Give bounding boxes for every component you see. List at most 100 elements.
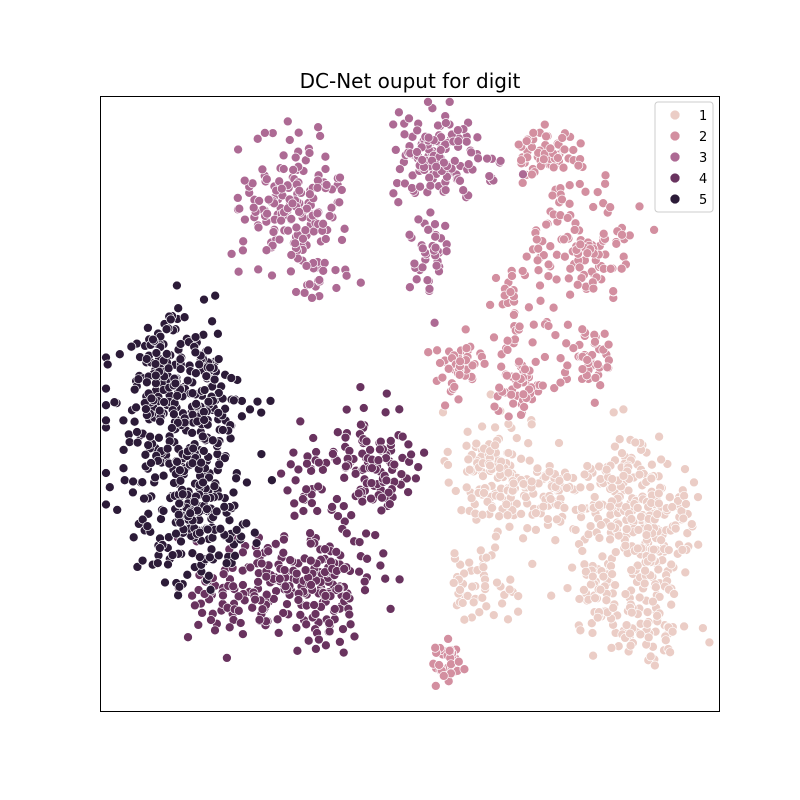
data-point-series-3 bbox=[417, 262, 428, 273]
data-point-series-2 bbox=[590, 336, 600, 347]
data-point-series-2 bbox=[616, 263, 627, 274]
data-point-series-1 bbox=[663, 545, 674, 555]
data-point-series-3 bbox=[455, 175, 465, 186]
data-point-series-5 bbox=[142, 521, 153, 532]
data-point-series-1 bbox=[632, 560, 643, 571]
data-point-series-5 bbox=[226, 373, 237, 383]
data-point-series-3 bbox=[301, 261, 312, 271]
data-point-series-4 bbox=[373, 455, 384, 466]
data-point-series-4 bbox=[301, 619, 312, 630]
data-point-series-2 bbox=[502, 370, 512, 381]
data-point-series-5 bbox=[175, 465, 185, 476]
data-point-series-4 bbox=[278, 608, 289, 618]
data-point-series-1 bbox=[589, 492, 600, 502]
legend-label-2: 2 bbox=[699, 130, 707, 145]
data-point-series-2 bbox=[467, 360, 478, 371]
data-point-series-1 bbox=[455, 585, 465, 595]
data-point-series-2 bbox=[518, 389, 529, 400]
data-point-series-4 bbox=[193, 620, 204, 630]
data-point-series-5 bbox=[146, 458, 156, 468]
data-point-series-5 bbox=[221, 558, 232, 569]
data-point-series-5 bbox=[139, 493, 149, 504]
data-point-series-4 bbox=[324, 626, 335, 637]
data-point-series-1 bbox=[479, 488, 489, 498]
data-point-series-4 bbox=[394, 404, 405, 415]
data-point-series-1 bbox=[481, 552, 492, 563]
data-point-series-3 bbox=[430, 219, 440, 230]
data-point-series-1 bbox=[633, 525, 644, 535]
data-point-series-5 bbox=[205, 362, 215, 373]
data-point-series-4 bbox=[338, 501, 349, 511]
data-point-series-5 bbox=[201, 371, 212, 381]
data-point-series-1 bbox=[590, 593, 600, 603]
data-point-series-3 bbox=[300, 225, 311, 236]
data-point-series-3 bbox=[233, 266, 244, 277]
data-point-series-3 bbox=[417, 243, 428, 254]
data-point-series-2 bbox=[461, 343, 472, 354]
data-point-series-2 bbox=[440, 400, 450, 411]
data-point-series-4 bbox=[190, 600, 200, 611]
data-point-series-3 bbox=[267, 270, 277, 281]
data-point-series-4 bbox=[357, 496, 368, 507]
data-point-series-5 bbox=[128, 487, 138, 498]
data-point-series-3 bbox=[257, 164, 268, 175]
data-point-series-3 bbox=[404, 113, 414, 124]
data-point-series-2 bbox=[537, 380, 548, 391]
data-point-series-1 bbox=[545, 494, 556, 504]
data-point-series-1 bbox=[567, 562, 577, 573]
data-point-series-1 bbox=[491, 531, 501, 542]
data-point-series-4 bbox=[376, 505, 387, 516]
data-point-series-5 bbox=[158, 470, 169, 481]
data-point-series-2 bbox=[588, 283, 599, 294]
data-point-series-4 bbox=[338, 647, 349, 658]
data-point-series-5 bbox=[203, 345, 213, 356]
data-point-series-5 bbox=[114, 349, 125, 360]
data-point-series-3 bbox=[425, 207, 436, 218]
data-point-series-1 bbox=[457, 598, 468, 608]
data-point-series-5 bbox=[256, 407, 267, 418]
data-point-series-4 bbox=[341, 528, 352, 539]
data-point-series-1 bbox=[595, 584, 606, 595]
data-point-series-3 bbox=[290, 152, 301, 163]
data-point-series-4 bbox=[321, 640, 331, 651]
data-point-series-3 bbox=[226, 249, 237, 259]
data-point-series-3 bbox=[405, 282, 415, 293]
data-point-series-1 bbox=[681, 499, 691, 509]
data-point-series-3 bbox=[388, 188, 399, 199]
data-point-series-3 bbox=[294, 207, 304, 217]
data-point-series-1 bbox=[464, 557, 475, 568]
data-point-series-5 bbox=[207, 435, 218, 446]
data-point-series-2 bbox=[605, 263, 616, 274]
data-point-series-1 bbox=[554, 438, 564, 448]
data-point-series-2 bbox=[494, 382, 505, 393]
data-point-series-2 bbox=[582, 355, 593, 365]
series-3-points bbox=[226, 97, 528, 328]
data-point-series-5 bbox=[215, 523, 226, 534]
data-point-series-5 bbox=[245, 404, 255, 415]
data-point-series-2 bbox=[553, 153, 563, 163]
data-point-series-5 bbox=[102, 359, 113, 370]
data-point-series-5 bbox=[230, 550, 240, 561]
data-point-series-2 bbox=[559, 234, 569, 245]
data-point-series-1 bbox=[660, 635, 671, 646]
data-point-series-2 bbox=[557, 194, 567, 205]
data-point-series-1 bbox=[670, 523, 681, 534]
data-point-series-1 bbox=[532, 463, 543, 474]
data-point-series-4 bbox=[298, 494, 308, 504]
data-point-series-2 bbox=[603, 339, 614, 350]
data-point-series-2 bbox=[489, 332, 499, 343]
data-point-series-4 bbox=[290, 475, 301, 486]
data-point-series-1 bbox=[601, 595, 612, 606]
data-point-series-4 bbox=[413, 462, 424, 472]
data-point-series-4 bbox=[303, 635, 314, 646]
data-point-series-5 bbox=[177, 489, 188, 500]
data-point-series-1 bbox=[680, 567, 691, 578]
data-point-series-1 bbox=[585, 521, 596, 531]
data-point-series-1 bbox=[652, 509, 663, 519]
data-point-series-5 bbox=[199, 294, 209, 305]
data-point-series-4 bbox=[295, 416, 306, 427]
data-point-series-1 bbox=[575, 482, 586, 493]
data-point-series-2 bbox=[568, 343, 579, 353]
data-point-series-1 bbox=[586, 618, 597, 629]
data-point-series-1 bbox=[538, 501, 549, 512]
